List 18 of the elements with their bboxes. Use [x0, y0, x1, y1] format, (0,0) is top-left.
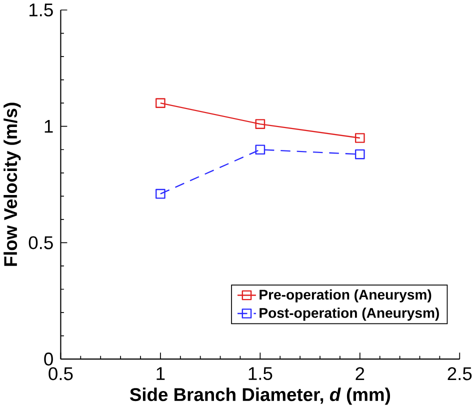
y-axis-title: Flow Velocity (m/s) [4, 102, 21, 266]
legend-label: Post-operation (Aneurysm) [260, 307, 439, 321]
y-tick-label: 1 [44, 120, 53, 133]
x-tick-label: 1 [156, 367, 165, 380]
x-axis-title: Side Branch Diameter, d (mm) [130, 387, 390, 405]
x-tick-label: 2 [356, 367, 364, 380]
x-tick-label: 2.5 [448, 367, 472, 380]
y-tick-label: 0.5 [28, 236, 53, 250]
point [255, 144, 266, 154]
point [255, 118, 266, 129]
y-tick-label: 1.5 [30, 3, 53, 16]
y-tick-label: 0 [44, 352, 53, 366]
point [156, 188, 166, 199]
point [354, 132, 365, 143]
point [156, 98, 166, 108]
x-tick-label: 1.5 [248, 367, 272, 380]
legend-label: Pre-operation (Aneurysm) [260, 289, 432, 302]
point [354, 149, 365, 160]
